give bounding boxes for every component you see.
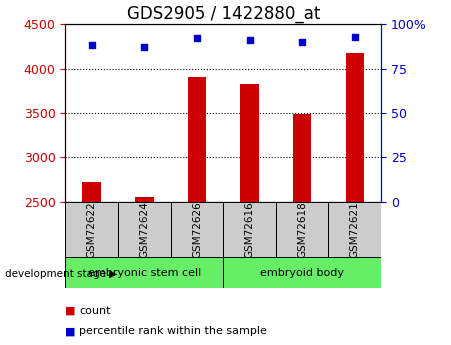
Text: GSM72624: GSM72624	[139, 201, 149, 258]
Point	[246, 37, 253, 43]
Point	[193, 36, 201, 41]
Text: GSM72626: GSM72626	[192, 201, 202, 258]
FancyBboxPatch shape	[65, 257, 223, 288]
Text: percentile rank within the sample: percentile rank within the sample	[79, 326, 267, 336]
Text: count: count	[79, 306, 110, 315]
Point	[141, 45, 148, 50]
Text: embryoid body: embryoid body	[260, 268, 344, 277]
FancyBboxPatch shape	[276, 202, 328, 257]
FancyBboxPatch shape	[170, 202, 223, 257]
FancyBboxPatch shape	[223, 202, 276, 257]
Bar	[345, 52, 364, 202]
Text: GSM72618: GSM72618	[297, 201, 307, 258]
Bar	[240, 84, 259, 202]
Text: GSM72621: GSM72621	[350, 201, 360, 258]
Text: embryonic stem cell: embryonic stem cell	[87, 268, 201, 277]
Text: GSM72622: GSM72622	[87, 201, 97, 258]
FancyBboxPatch shape	[223, 257, 381, 288]
FancyBboxPatch shape	[328, 202, 381, 257]
Text: GSM72616: GSM72616	[244, 201, 254, 258]
Bar	[135, 197, 153, 202]
Bar	[83, 182, 101, 202]
FancyBboxPatch shape	[65, 202, 118, 257]
Text: development stage ▶: development stage ▶	[5, 269, 117, 279]
Title: GDS2905 / 1422880_at: GDS2905 / 1422880_at	[127, 5, 320, 23]
Text: ■: ■	[65, 326, 76, 336]
Text: ■: ■	[65, 306, 76, 315]
FancyBboxPatch shape	[118, 202, 170, 257]
Point	[299, 39, 306, 45]
Point	[351, 34, 359, 39]
Bar	[293, 114, 311, 202]
Point	[88, 43, 95, 48]
Bar	[188, 77, 206, 202]
